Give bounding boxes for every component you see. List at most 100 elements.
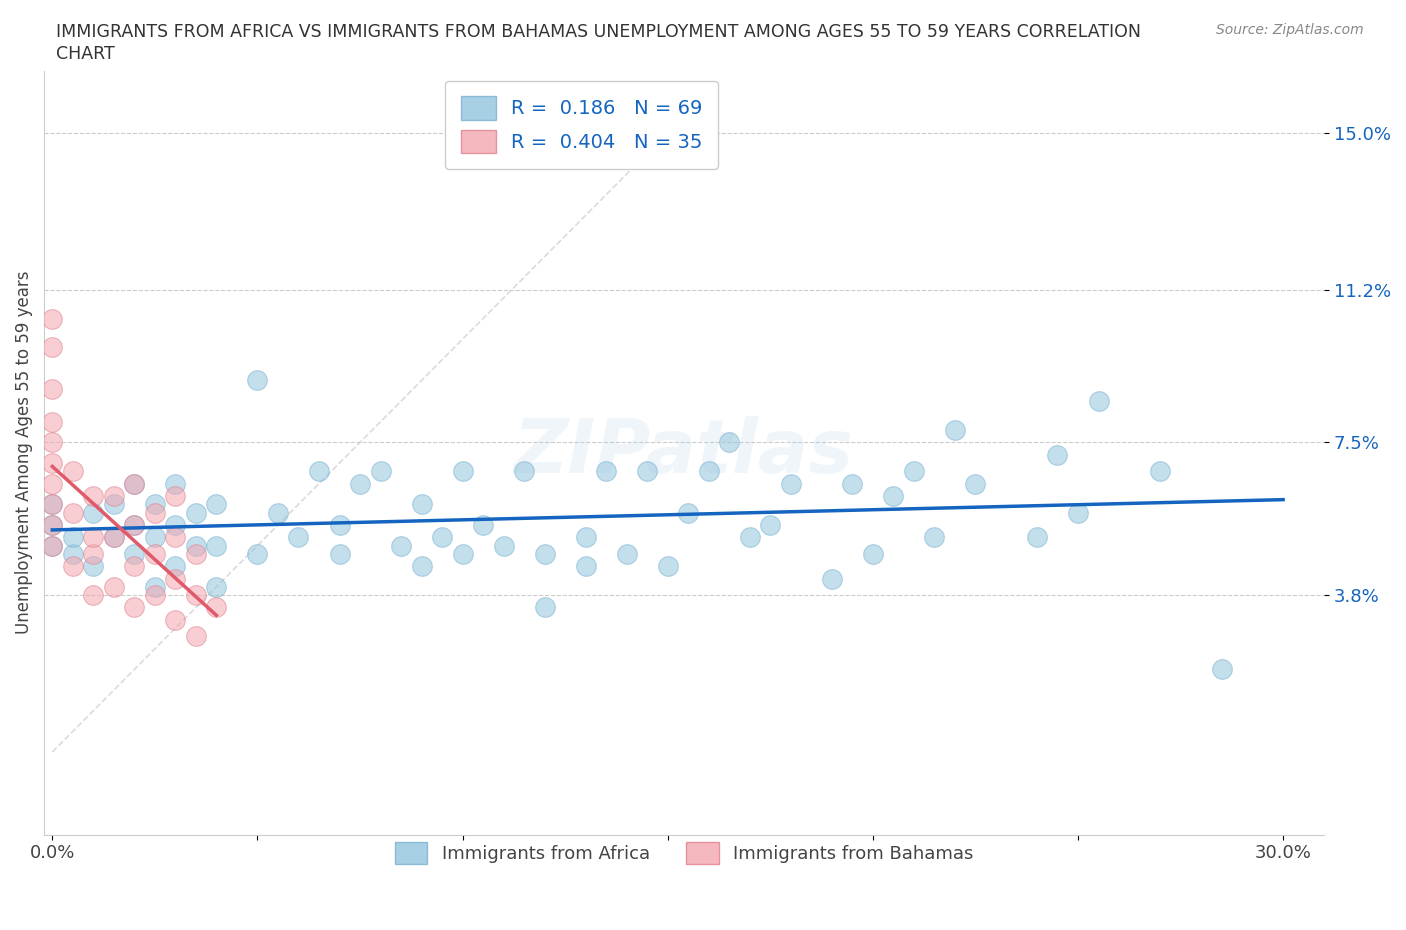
Point (205, 497, 228, 512)
Point (143, 505, 166, 520)
Point (82, 488, 104, 503)
Point (759, 517, 782, 532)
Point (616, 547, 638, 562)
Point (165, 488, 187, 503)
Point (595, 464, 617, 479)
Point (349, 476, 371, 491)
Point (103, 488, 125, 503)
Point (513, 464, 536, 479)
Point (636, 464, 658, 479)
Point (308, 464, 330, 479)
Point (205, 579, 228, 594)
Point (124, 600, 146, 615)
Text: ZIPatlas: ZIPatlas (515, 417, 853, 489)
Point (62, 547, 84, 562)
Point (41, 311, 63, 325)
Point (165, 530, 187, 545)
Point (143, 588, 166, 603)
Point (62, 530, 84, 545)
Point (738, 530, 761, 545)
Point (41, 476, 63, 491)
Point (533, 600, 555, 615)
Point (267, 505, 290, 520)
Point (82, 530, 104, 545)
Point (103, 530, 125, 545)
Point (451, 547, 474, 562)
Text: Source: ZipAtlas.com: Source: ZipAtlas.com (1216, 23, 1364, 37)
Point (82, 559, 104, 574)
Point (124, 517, 146, 532)
Point (82, 588, 104, 603)
Point (430, 530, 453, 545)
Point (184, 588, 207, 603)
Point (821, 571, 844, 586)
Point (246, 373, 269, 388)
Point (1026, 530, 1049, 545)
Point (205, 538, 228, 553)
Point (124, 517, 146, 532)
Point (103, 497, 125, 512)
Point (103, 530, 125, 545)
Point (451, 464, 474, 479)
Point (1149, 464, 1171, 479)
Point (1211, 662, 1233, 677)
Point (575, 530, 598, 545)
Point (184, 629, 207, 644)
Point (492, 538, 515, 553)
Point (287, 530, 309, 545)
Point (41, 414, 63, 429)
Point (41, 435, 63, 450)
Point (41, 517, 63, 532)
Point (328, 517, 350, 532)
Point (124, 547, 146, 562)
Point (389, 538, 412, 553)
Point (924, 530, 946, 545)
Point (328, 547, 350, 562)
Point (184, 547, 207, 562)
Point (124, 476, 146, 491)
Point (143, 497, 166, 512)
Point (965, 476, 987, 491)
Legend: Immigrants from Africa, Immigrants from Bahamas: Immigrants from Africa, Immigrants from … (388, 835, 980, 871)
Point (103, 579, 125, 594)
Point (41, 456, 63, 471)
Point (882, 488, 904, 503)
Point (1067, 505, 1090, 520)
Point (472, 517, 495, 532)
Point (205, 600, 228, 615)
Point (1046, 447, 1069, 462)
Point (41, 538, 63, 553)
Y-axis label: Unemployment Among Ages 55 to 59 years: Unemployment Among Ages 55 to 59 years (15, 271, 32, 634)
Point (124, 476, 146, 491)
Point (82, 547, 104, 562)
Point (184, 538, 207, 553)
Point (143, 547, 166, 562)
Point (718, 435, 741, 450)
Point (41, 538, 63, 553)
Point (165, 559, 187, 574)
Point (246, 547, 269, 562)
Point (165, 571, 187, 586)
Point (124, 559, 146, 574)
Point (697, 464, 720, 479)
Point (779, 476, 801, 491)
Point (370, 464, 392, 479)
Point (1087, 393, 1109, 408)
Point (943, 422, 966, 437)
Text: CHART: CHART (56, 45, 115, 62)
Point (411, 559, 433, 574)
Point (41, 517, 63, 532)
Point (862, 547, 884, 562)
Point (676, 505, 699, 520)
Point (41, 497, 63, 512)
Point (841, 476, 863, 491)
Point (62, 505, 84, 520)
Point (143, 579, 166, 594)
Point (41, 497, 63, 512)
Point (533, 547, 555, 562)
Point (82, 505, 104, 520)
Point (657, 559, 679, 574)
Point (143, 530, 166, 545)
Point (184, 505, 207, 520)
Point (165, 476, 187, 491)
